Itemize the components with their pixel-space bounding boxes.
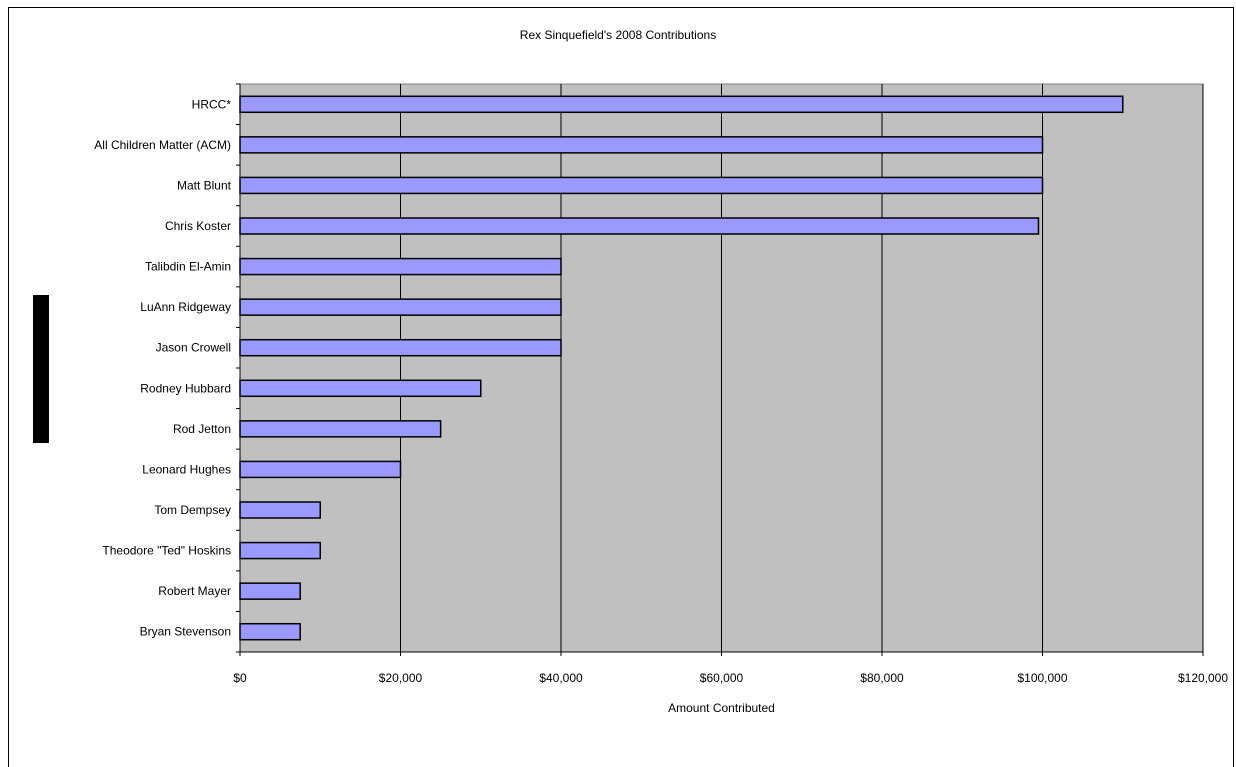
bar (239, 582, 301, 600)
x-tick-label: $20,000 (379, 671, 423, 685)
x-tick-label: $40,000 (539, 671, 583, 685)
category-label: Jason Crowell (156, 341, 231, 355)
bar (239, 501, 321, 519)
category-label: Rod Jetton (173, 422, 231, 436)
bars (239, 95, 1124, 641)
x-tick-label: $120,000 (1178, 671, 1228, 685)
bar (239, 257, 562, 276)
category-label: Theodore "Ted" Hoskins (102, 544, 231, 558)
bar (239, 95, 1124, 114)
bar (239, 541, 321, 560)
x-tick-label: $80,000 (860, 671, 904, 685)
bar (239, 622, 301, 641)
category-label: Matt Blunt (177, 178, 232, 192)
category-label: Talibdin El-Amin (145, 260, 231, 274)
x-axis-label: Amount Contributed (668, 701, 775, 715)
bar (239, 460, 402, 479)
category-label: HRCC* (192, 97, 232, 111)
bar (239, 338, 562, 357)
bar (239, 217, 1040, 235)
category-label: LuAnn Ridgeway (140, 300, 231, 314)
category-label: Rodney Hubbard (140, 381, 231, 395)
x-tick-label: $0 (233, 671, 247, 685)
chart-frame (8, 7, 1234, 767)
category-label: Robert Mayer (158, 584, 231, 598)
x-tick-labels: $0 $20,000 $40,000 $60,000 $80,000 $100,000 $1… (233, 671, 1228, 685)
x-tick-label: $60,000 (700, 671, 744, 685)
bar (239, 136, 1044, 154)
bar (239, 420, 442, 438)
category-label: Bryan Stevenson (140, 625, 231, 639)
category-label: Chris Koster (165, 219, 231, 233)
bar (239, 298, 562, 316)
x-tick-label: $100,000 (1017, 671, 1067, 685)
axes (236, 83, 1204, 656)
bar (239, 176, 1044, 195)
bar (239, 379, 482, 398)
category-label: Leonard Hughes (142, 462, 231, 476)
chart-title: Rex Sinquefield's 2008 Contributions (520, 28, 716, 42)
category-label: Tom Dempsey (154, 503, 231, 517)
black-marker (33, 295, 49, 443)
category-labels: HRCC* All Children Matter (ACM) Matt Blunt… (94, 97, 231, 638)
category-label: All Children Matter (ACM) (94, 138, 231, 152)
